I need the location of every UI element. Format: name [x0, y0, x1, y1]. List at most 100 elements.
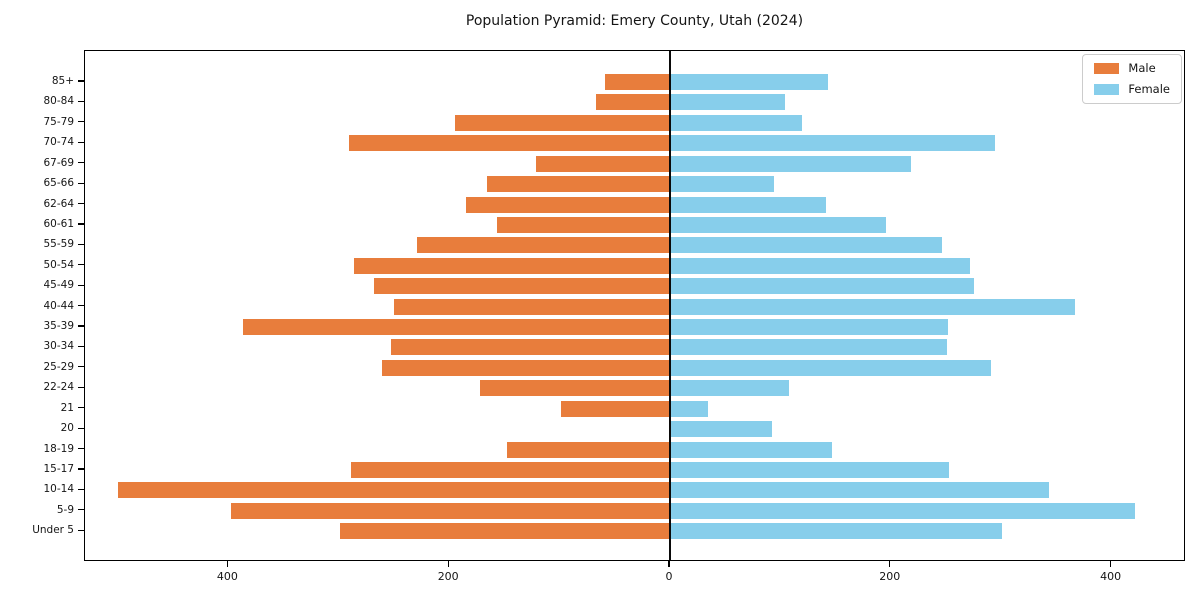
- female-bar: [670, 523, 1003, 540]
- y-tick-label: 50-54: [43, 258, 74, 271]
- y-tick-label: 20: [60, 422, 74, 435]
- y-tick-mark: [78, 427, 84, 429]
- male-bar: [374, 278, 670, 295]
- legend-label-male: Male: [1128, 61, 1156, 75]
- y-tick-mark: [78, 223, 84, 225]
- male-bar: [394, 298, 670, 315]
- x-tick-label: 400: [1100, 570, 1122, 583]
- female-bar: [670, 380, 790, 397]
- x-tick-mark: [447, 561, 449, 567]
- y-tick-label: 30-34: [43, 340, 74, 353]
- male-bar: [496, 216, 670, 233]
- y-tick-label: 45-49: [43, 279, 74, 292]
- male-bar: [348, 135, 670, 152]
- legend-item-female: Female: [1094, 81, 1170, 96]
- y-tick-mark: [78, 264, 84, 266]
- y-tick-mark: [78, 305, 84, 307]
- x-tick-mark: [1110, 561, 1112, 567]
- y-tick-mark: [78, 386, 84, 388]
- y-tick-mark: [78, 202, 84, 205]
- y-tick-label: 62-64: [43, 197, 74, 210]
- y-tick-label: 67-69: [43, 156, 74, 169]
- y-tick-label: 40-44: [43, 299, 74, 312]
- x-tick-label: 200: [879, 570, 901, 583]
- female-bar: [670, 94, 785, 111]
- x-tick-mark: [889, 561, 891, 567]
- female-bar: [670, 319, 949, 336]
- female-swatch-icon: [1094, 83, 1120, 95]
- y-tick-label: 35-39: [43, 320, 74, 333]
- male-bar: [480, 380, 670, 397]
- female-bar: [670, 278, 974, 295]
- y-tick-mark: [78, 141, 84, 143]
- y-tick-label: 85+: [51, 75, 74, 87]
- x-tick-label: 0: [665, 570, 673, 583]
- male-bar: [417, 237, 670, 254]
- female-bar: [670, 359, 992, 376]
- y-tick-mark: [78, 100, 84, 102]
- y-tick-label: 65-66: [43, 177, 74, 190]
- male-bar: [604, 74, 670, 90]
- female-bar: [670, 441, 833, 458]
- y-tick-label: 22-24: [43, 381, 74, 394]
- x-tick-label: 400: [216, 570, 238, 583]
- male-bar: [465, 196, 670, 213]
- x-tick-label: 200: [437, 570, 459, 583]
- male-bar: [454, 114, 670, 131]
- y-tick-label: 55-59: [43, 238, 74, 251]
- male-bar: [390, 339, 670, 356]
- legend-item-male: Male: [1094, 61, 1170, 75]
- y-tick-mark: [78, 447, 84, 450]
- y-tick-label: 10-14: [43, 483, 74, 496]
- y-tick-label: 18-19: [43, 442, 74, 455]
- y-tick-mark: [78, 284, 84, 286]
- y-tick-label: 70-74: [43, 136, 74, 149]
- female-bar: [670, 196, 826, 213]
- female-bar: [670, 482, 1049, 499]
- y-tick-label: 15-17: [43, 462, 74, 475]
- female-bar: [670, 216, 887, 233]
- zero-axis-line: [669, 51, 671, 560]
- y-tick-label: 25-29: [43, 360, 74, 373]
- y-tick-label: 60-61: [43, 217, 74, 230]
- male-bar: [354, 257, 670, 274]
- male-bar: [339, 523, 670, 540]
- female-bar: [670, 114, 803, 131]
- female-bar: [670, 257, 971, 274]
- male-bar: [350, 461, 670, 478]
- male-bar: [118, 482, 670, 499]
- x-tick-mark: [226, 561, 228, 567]
- y-tick-mark: [78, 345, 84, 348]
- y-tick-mark: [78, 162, 84, 164]
- female-bar: [670, 502, 1135, 519]
- female-bar: [670, 339, 948, 356]
- male-bar: [242, 319, 670, 336]
- x-tick-mark: [668, 561, 670, 567]
- y-tick-mark: [78, 80, 84, 82]
- female-bar: [670, 74, 828, 90]
- y-tick-label: 5-9: [56, 503, 74, 516]
- y-tick-mark: [78, 509, 84, 511]
- y-tick-mark: [78, 366, 84, 368]
- male-bar: [486, 176, 670, 193]
- female-bar: [670, 461, 950, 478]
- male-bar: [230, 502, 670, 519]
- y-tick-mark: [78, 121, 84, 123]
- y-tick-mark: [78, 407, 84, 409]
- y-tick-label: Under 5: [32, 524, 74, 537]
- male-bar: [381, 359, 670, 376]
- legend: Male Female: [1082, 54, 1182, 104]
- female-bar: [670, 400, 708, 417]
- female-bar: [670, 298, 1076, 315]
- female-bar: [670, 135, 995, 152]
- male-bar: [536, 155, 670, 172]
- plot-area: Male Female: [84, 50, 1185, 561]
- y-tick-label: 21: [60, 401, 74, 414]
- chart-title: Population Pyramid: Emery County, Utah (…: [465, 13, 804, 29]
- legend-label-female: Female: [1128, 81, 1170, 96]
- y-tick-mark: [78, 243, 84, 245]
- y-tick-mark: [78, 529, 84, 531]
- female-bar: [670, 237, 942, 254]
- male-bar: [506, 441, 670, 458]
- y-tick-mark: [78, 468, 84, 470]
